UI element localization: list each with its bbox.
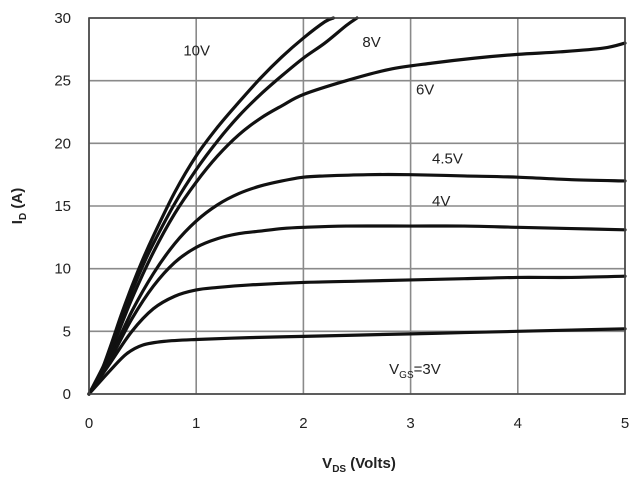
y-tick-label: 0 bbox=[63, 386, 71, 403]
series-curves bbox=[87, 16, 627, 396]
curve-label: VGS=3V bbox=[389, 361, 441, 381]
curve-labels: 10V 8V 6V 4.5V 4V VGS=3V bbox=[183, 34, 463, 381]
plot-frame bbox=[88, 17, 626, 395]
curve-label: 4V bbox=[432, 193, 450, 210]
curve-vgs-unlabeled bbox=[87, 274, 627, 396]
x-tick-labels: 0 1 2 3 4 5 bbox=[85, 415, 629, 432]
y-tick-label: 25 bbox=[54, 73, 71, 90]
y-axis-title: ID (A) bbox=[9, 188, 29, 224]
x-tick-label: 4 bbox=[514, 415, 522, 432]
curve-label: 8V bbox=[362, 34, 380, 51]
curve-vgs-4-5v bbox=[87, 172, 627, 396]
curve-vgs-4v bbox=[87, 224, 627, 396]
x-tick-label: 1 bbox=[192, 415, 200, 432]
y-tick-labels: 0 5 10 15 20 25 30 bbox=[54, 10, 71, 403]
y-tick-label: 30 bbox=[54, 10, 71, 27]
curve-vgs-6v bbox=[87, 41, 627, 396]
y-tick-label: 20 bbox=[54, 135, 71, 152]
x-tick-label: 0 bbox=[85, 415, 93, 432]
x-axis-title: VDS (Volts) bbox=[322, 455, 396, 475]
curve-label: 4.5V bbox=[432, 150, 463, 167]
x-tick-label: 3 bbox=[406, 415, 414, 432]
x-tick-label: 5 bbox=[621, 415, 629, 432]
y-tick-label: 10 bbox=[54, 261, 71, 278]
y-tick-label: 15 bbox=[54, 198, 71, 215]
curve-label: 10V bbox=[183, 43, 210, 60]
curve-label: 6V bbox=[416, 81, 434, 98]
x-tick-label: 2 bbox=[299, 415, 307, 432]
curve-vgs-3v bbox=[87, 327, 627, 396]
y-tick-label: 5 bbox=[63, 323, 71, 340]
curve-vgs-8v bbox=[87, 16, 359, 396]
